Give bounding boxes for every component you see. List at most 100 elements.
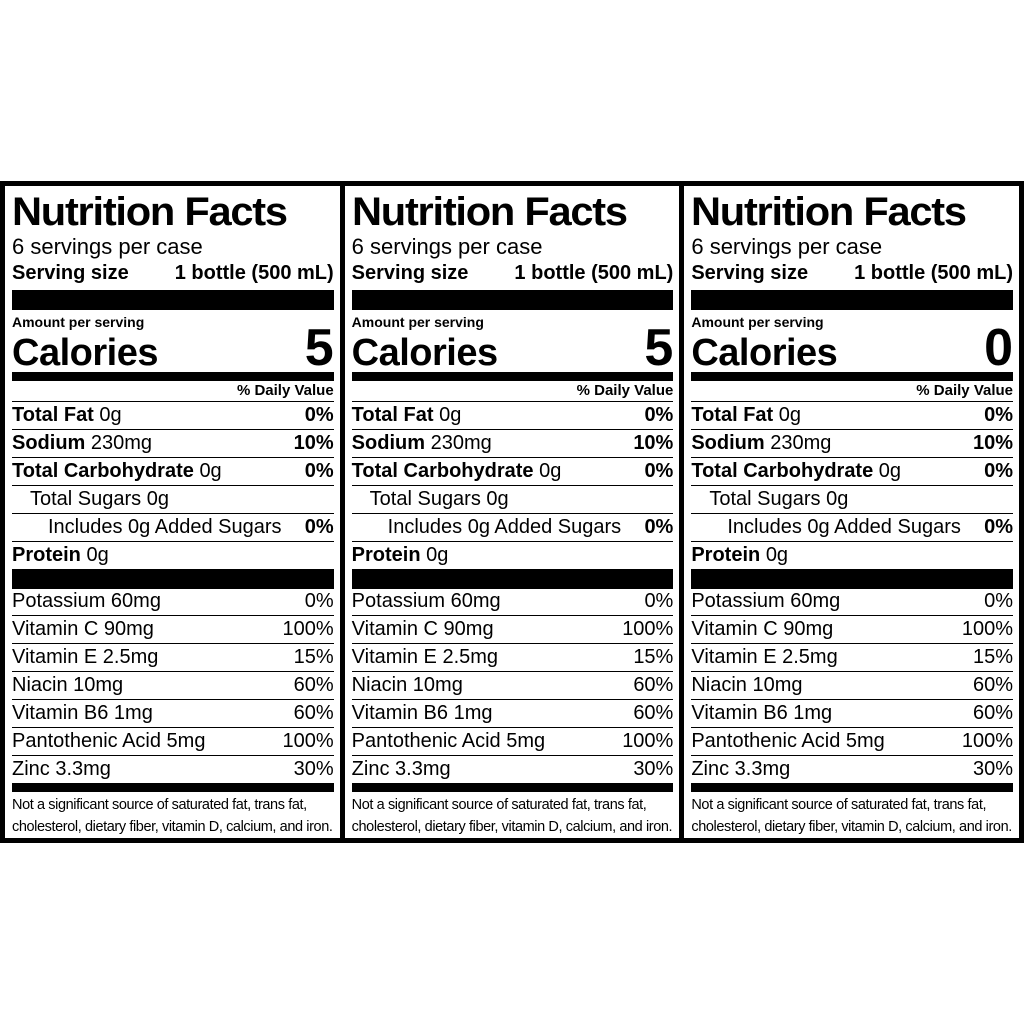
vitamin-name: Zinc 3.3mg (351, 758, 451, 781)
nutrient-name: Total Carbohydrate (12, 459, 194, 482)
nutrient-row-total-fat: Total Fat 0g 0% (691, 402, 1014, 430)
nutrient-dv: 0% (304, 403, 334, 426)
vitamin-row: Zinc 3.3mg 30% (352, 756, 674, 783)
vitamin-name: Vitamin E 2.5mg (691, 646, 838, 669)
vitamin-row: Niacin 10mg 60% (351, 672, 674, 701)
nutrient-name: Total Carbohydrate (351, 459, 534, 482)
panel-title: Nutrition Facts (691, 190, 967, 234)
amount-per-serving: Amount per serving (12, 313, 145, 330)
nutrient-row-added-sugars: Includes 0g Added Sugars 0% (12, 514, 334, 542)
nutrient-row-carbohydrate: Total Carbohydrate 0g 0% (12, 458, 334, 486)
vitamin-row: Vitamin C 90mg 100% (12, 616, 334, 645)
serving-size-label: Serving size (351, 262, 469, 284)
vitamin-name: Niacin 10mg (351, 674, 463, 697)
calories-row: Calories 0 (691, 318, 1014, 377)
serving-size-value: 1 bottle (500 mL) (514, 262, 674, 284)
vitamin-name: Vitamin B6 1mg (12, 702, 153, 725)
calories-value: 5 (644, 318, 674, 377)
serving-size-value: 1 bottle (500 mL) (854, 262, 1014, 284)
calories-label: Calories (12, 331, 158, 374)
vitamin-row: Potassium 60mg 0% (691, 589, 1014, 617)
nutrient-name: Protein (691, 543, 761, 566)
daily-value-header: % Daily Value (691, 381, 1014, 402)
nutrient-dv: 0% (644, 403, 674, 426)
footnote: Not a significant source of saturated fa… (351, 797, 673, 836)
nutrient-row-total-sugars: Total Sugars 0g (691, 486, 1014, 514)
vitamin-name: Potassium 60mg (12, 590, 161, 613)
nutrient-amount: 0g (878, 459, 902, 482)
vitamin-row: Potassium 60mg 0% (12, 589, 334, 617)
nutrient-amount: 0g (765, 543, 789, 566)
nutrient-row-added-sugars: Includes 0g Added Sugars 0% (691, 514, 1014, 542)
nutrient-row-total-sugars: Total Sugars 0g (351, 486, 674, 514)
serving-size-label: Serving size (691, 262, 809, 284)
nutrient-row-sodium: Sodium 230mg 10% (691, 430, 1014, 458)
nutrient-name: Total Fat (691, 403, 774, 426)
nutrient-dv: 0% (644, 515, 674, 538)
nutrient-row-protein: Protein 0g (12, 542, 334, 569)
calories-value: 0 (984, 318, 1014, 377)
nutrition-panels: Nutrition Facts 6 servings per case Serv… (0, 181, 1024, 843)
nutrition-facts-panel: Nutrition Facts 6 servings per case Serv… (5, 186, 340, 838)
vitamin-row: Potassium 60mg 0% (351, 589, 674, 617)
nutrient-dv: 10% (293, 431, 334, 454)
nutrient-name: Total Fat (351, 403, 434, 426)
nutrient-dv: 0% (304, 459, 334, 482)
calories-label: Calories (351, 331, 498, 374)
vitamin-dv: 100% (961, 618, 1014, 641)
vitamin-dv: 15% (633, 646, 674, 669)
vitamin-row: Vitamin C 90mg 100% (351, 616, 674, 645)
panel-title: Nutrition Facts (12, 190, 288, 234)
nutrient-name: Protein (351, 543, 421, 566)
vitamin-name: Pantothenic Acid 5mg (691, 730, 885, 753)
vitamin-name: Potassium 60mg (691, 590, 841, 613)
amount-per-serving: Amount per serving (351, 313, 484, 330)
nutrient-amount: 0g (426, 543, 449, 566)
thick-divider (12, 568, 334, 589)
daily-value-header: % Daily Value (12, 381, 334, 402)
medium-divider (351, 371, 674, 381)
vitamin-row: Vitamin B6 1mg 60% (12, 700, 334, 729)
panel-title: Nutrition Facts (351, 190, 628, 234)
vitamin-dv: 100% (622, 730, 674, 753)
vitamin-dv: 100% (282, 618, 334, 641)
serving-size-value: 1 bottle (500 mL) (174, 262, 334, 284)
vitamin-dv: 60% (972, 702, 1014, 725)
serving-size-row: Serving size 1 bottle (500 mL) (12, 260, 334, 286)
vitamin-row: Niacin 10mg 60% (691, 672, 1014, 701)
nutrient-dv: 0% (984, 459, 1014, 482)
medium-divider (12, 783, 334, 793)
footnote: Not a significant source of saturated fa… (12, 797, 333, 836)
nutrient-dv: 10% (633, 431, 674, 454)
serving-size-row: Serving size 1 bottle (500 mL) (352, 260, 674, 286)
medium-divider (691, 371, 1014, 381)
vitamin-dv: 0% (644, 590, 674, 613)
vitamin-dv: 100% (961, 730, 1014, 753)
thick-divider (691, 290, 1014, 310)
vitamin-dv: 30% (633, 758, 674, 781)
vitamin-dv: 60% (633, 702, 674, 725)
vitamin-dv: 60% (293, 674, 334, 697)
nutrient-row-protein: Protein 0g (352, 542, 674, 569)
nutrient-name: Protein (12, 543, 81, 566)
nutrient-amount: 230mg (770, 431, 832, 454)
vitamin-name: Vitamin C 90mg (351, 618, 494, 641)
nutrient-amount: 0g (439, 403, 462, 426)
nutrient-amount: 0g (199, 459, 222, 482)
nutrition-facts-panel: Nutrition Facts 6 servings per case Serv… (344, 186, 680, 838)
vitamin-dv: 100% (282, 730, 334, 753)
thick-divider (351, 568, 674, 589)
vitamin-name: Vitamin B6 1mg (351, 702, 493, 725)
vitamin-name: Potassium 60mg (351, 590, 501, 613)
nutrient-amount: 0g (99, 403, 122, 426)
nutrient-amount: 230mg (90, 431, 153, 454)
nutrient-name: Total Carbohydrate (691, 459, 874, 482)
nutrient-amount: 0g (86, 543, 109, 566)
vitamin-name: Niacin 10mg (12, 674, 124, 697)
vitamin-dv: 60% (293, 702, 334, 725)
nutrient-amount: 0g (778, 403, 802, 426)
thick-divider (691, 568, 1014, 589)
vitamin-row: Zinc 3.3mg 30% (691, 756, 1013, 783)
nutrient-row-total-fat: Total Fat 0g 0% (351, 402, 674, 430)
serving-size-row: Serving size 1 bottle (500 mL) (691, 260, 1013, 286)
